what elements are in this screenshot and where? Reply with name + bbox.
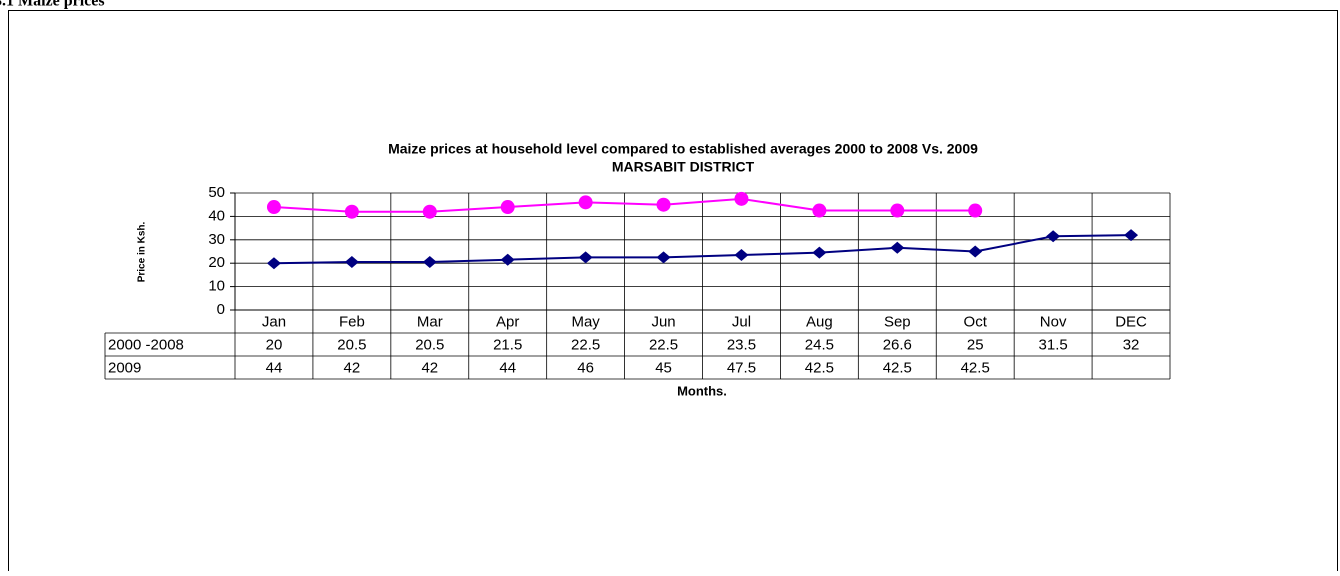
table-row-label: 2000 -2008 — [108, 336, 184, 353]
marker — [890, 203, 905, 218]
marker — [422, 204, 437, 219]
table-cell: 26.6 — [883, 336, 912, 353]
table-cell: 21.5 — [493, 336, 522, 353]
table-cell: 46 — [577, 359, 594, 376]
table-cell: 20 — [266, 336, 283, 353]
marker — [422, 256, 437, 269]
x-tick-label: May — [571, 313, 600, 330]
marker — [656, 197, 671, 212]
table-cell: 47.5 — [727, 359, 756, 376]
y-tick-label: 0 — [217, 301, 225, 318]
marker — [500, 200, 515, 215]
marker — [812, 246, 827, 259]
marker — [734, 191, 749, 206]
y-tick-label: 20 — [208, 254, 225, 271]
table-cell: 42.5 — [883, 359, 912, 376]
marker — [812, 203, 827, 218]
marker — [266, 257, 281, 270]
chart-title: Maize prices at household level compared… — [388, 141, 978, 157]
table-cell: 20.5 — [415, 336, 444, 353]
section-heading: 3.1 Maize prices — [0, 0, 105, 10]
table-cell: 22.5 — [571, 336, 600, 353]
x-tick-label: Aug — [806, 313, 833, 330]
table-cell: 22.5 — [649, 336, 678, 353]
y-tick-label: 10 — [208, 278, 225, 295]
table-cell: 42.5 — [805, 359, 834, 376]
marker — [734, 249, 749, 262]
y-tick-label: 50 — [208, 184, 225, 201]
table-cell: 44 — [266, 359, 283, 376]
table-cell: 42 — [344, 359, 361, 376]
marker — [656, 251, 671, 264]
x-axis-label: Months. — [677, 383, 727, 398]
table-cell: 44 — [499, 359, 516, 376]
marker — [578, 251, 593, 264]
y-tick-label: 30 — [208, 231, 225, 248]
x-tick-label: Nov — [1040, 313, 1067, 330]
table-cell: 25 — [967, 336, 984, 353]
x-tick-label: Jun — [651, 313, 675, 330]
x-tick-label: Oct — [964, 313, 988, 330]
y-tick-label: 40 — [208, 207, 225, 224]
marker — [266, 200, 281, 215]
table-cell: 42.5 — [961, 359, 990, 376]
x-tick-label: Feb — [339, 313, 365, 330]
table-cell: 24.5 — [805, 336, 834, 353]
table-cell: 32 — [1123, 336, 1140, 353]
marker — [1046, 230, 1061, 243]
marker — [500, 253, 515, 266]
x-tick-label: Sep — [884, 313, 911, 330]
table-cell: 42 — [421, 359, 438, 376]
marker — [344, 256, 359, 269]
x-tick-label: Mar — [417, 313, 443, 330]
series-line — [273, 197, 976, 213]
chart-frame — [8, 10, 1338, 576]
marker — [1124, 229, 1139, 242]
y-axis-label: Price in Ksh. — [137, 221, 148, 282]
table-cell: 45 — [655, 359, 672, 376]
x-tick-label: Apr — [496, 313, 519, 330]
marker — [344, 204, 359, 219]
marker — [968, 203, 983, 218]
marker — [968, 245, 983, 258]
chart-title: MARSABIT DISTRICT — [612, 159, 755, 175]
series-line — [273, 234, 1132, 265]
x-tick-label: Jul — [732, 313, 751, 330]
marker — [890, 241, 905, 254]
table-cell: 23.5 — [727, 336, 756, 353]
x-tick-label: Jan — [262, 313, 286, 330]
table-row-label: 2009 — [108, 359, 141, 376]
table-cell: 31.5 — [1039, 336, 1068, 353]
x-tick-label: DEC — [1115, 313, 1147, 330]
marker — [578, 195, 593, 210]
table-cell: 20.5 — [337, 336, 366, 353]
